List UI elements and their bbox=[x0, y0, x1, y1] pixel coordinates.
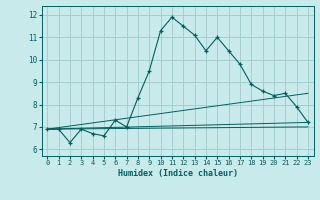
X-axis label: Humidex (Indice chaleur): Humidex (Indice chaleur) bbox=[118, 169, 237, 178]
